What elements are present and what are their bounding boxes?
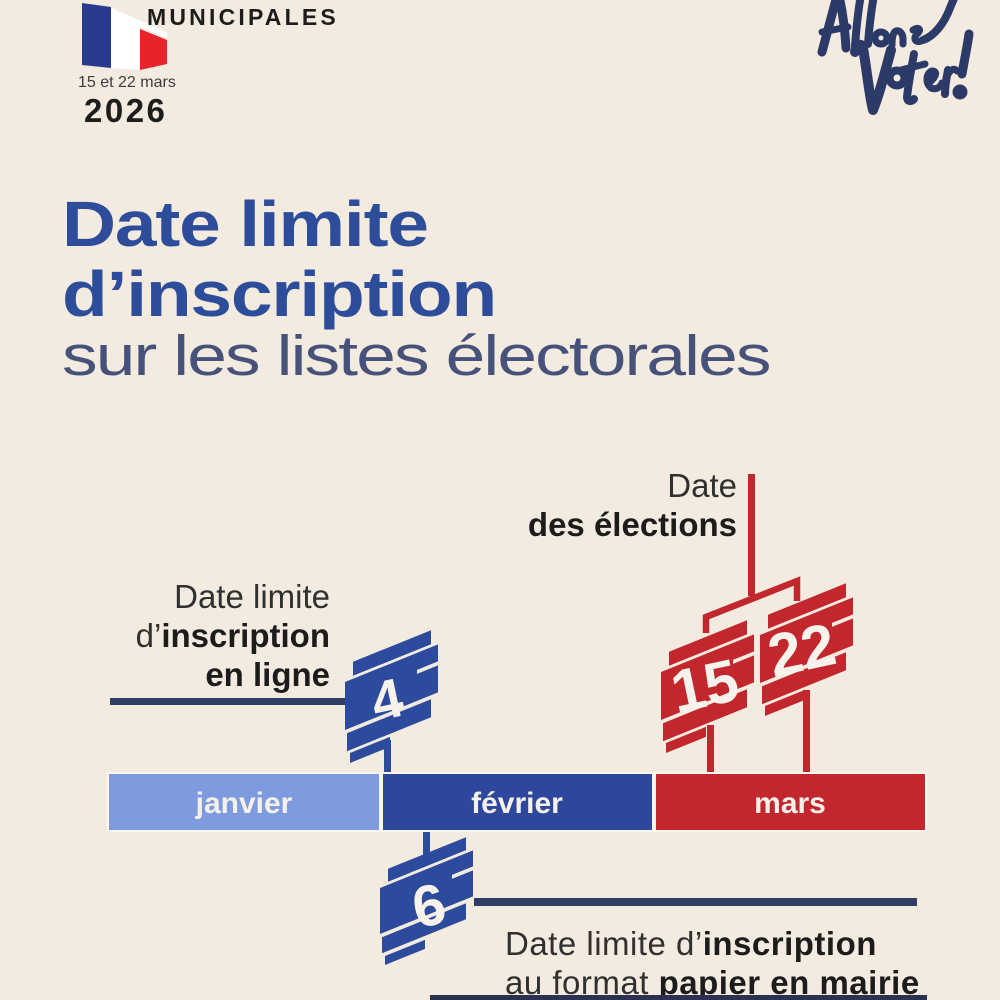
svg-text:février: février: [471, 787, 563, 820]
svg-text:mars: mars: [754, 787, 826, 820]
svg-text:15: 15: [665, 646, 744, 725]
svg-text:janvier: janvier: [195, 787, 293, 820]
svg-text:22: 22: [762, 610, 841, 689]
